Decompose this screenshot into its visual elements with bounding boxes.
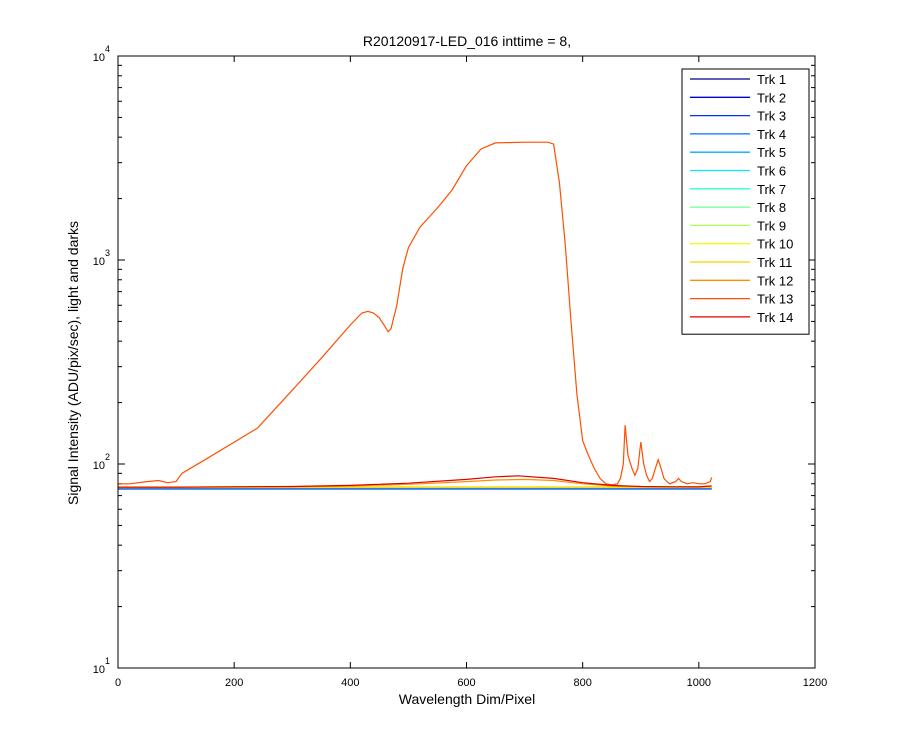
x-tick-label: 600 bbox=[457, 677, 475, 689]
legend-label: Trk 11 bbox=[757, 255, 792, 270]
x-axis-label: Wavelength Dim/Pixel bbox=[399, 691, 535, 707]
axes-frame bbox=[117, 55, 816, 669]
y-tick-label: 103 bbox=[93, 248, 110, 268]
x-tick-label: 800 bbox=[573, 677, 591, 689]
series-line-trk-13 bbox=[118, 141, 713, 486]
legend-label: Trk 14 bbox=[757, 310, 793, 325]
series-layer bbox=[118, 141, 713, 490]
x-tick-label: 0 bbox=[115, 677, 121, 689]
legend-label: Trk 6 bbox=[757, 164, 786, 179]
legend-label: Trk 13 bbox=[757, 292, 793, 307]
x-axis: 0 200 400 600 800 1000 1200 bbox=[115, 56, 827, 689]
series-line-trk-14 bbox=[118, 475, 712, 488]
y-axis-label: Signal Intensity (ADU/pix/sec), light an… bbox=[65, 221, 81, 505]
legend-label: Trk 4 bbox=[757, 127, 786, 142]
legend-label: Trk 7 bbox=[757, 182, 786, 197]
legend-box bbox=[681, 68, 810, 335]
legend-label: Trk 1 bbox=[757, 72, 786, 87]
legend: Trk 1 Trk 2 Trk 3 Trk 4 Trk 5 Trk 6 Trk 7 Trk 8… bbox=[681, 68, 810, 335]
x-tick-label: 200 bbox=[225, 677, 243, 689]
y-tick-label: 104 bbox=[93, 44, 110, 64]
x-tick-label: 400 bbox=[341, 677, 359, 689]
legend-label: Trk 2 bbox=[757, 90, 786, 105]
y-tick-label: 102 bbox=[93, 452, 110, 472]
y-tick-label: 101 bbox=[93, 656, 110, 676]
legend-label: Trk 12 bbox=[757, 273, 793, 288]
y-axis: 101 102 103 104 bbox=[93, 44, 815, 676]
legend-label: Trk 5 bbox=[757, 145, 786, 160]
legend-label: Trk 9 bbox=[757, 218, 786, 233]
x-tick-label: 1200 bbox=[803, 677, 827, 689]
chart-title: R20120917-LED_016 inttime = 8, bbox=[363, 33, 571, 49]
legend-label: Trk 3 bbox=[757, 109, 786, 124]
legend-label: Trk 8 bbox=[757, 200, 786, 215]
legend-label: Trk 10 bbox=[757, 237, 793, 252]
x-tick-label: 1000 bbox=[687, 677, 711, 689]
